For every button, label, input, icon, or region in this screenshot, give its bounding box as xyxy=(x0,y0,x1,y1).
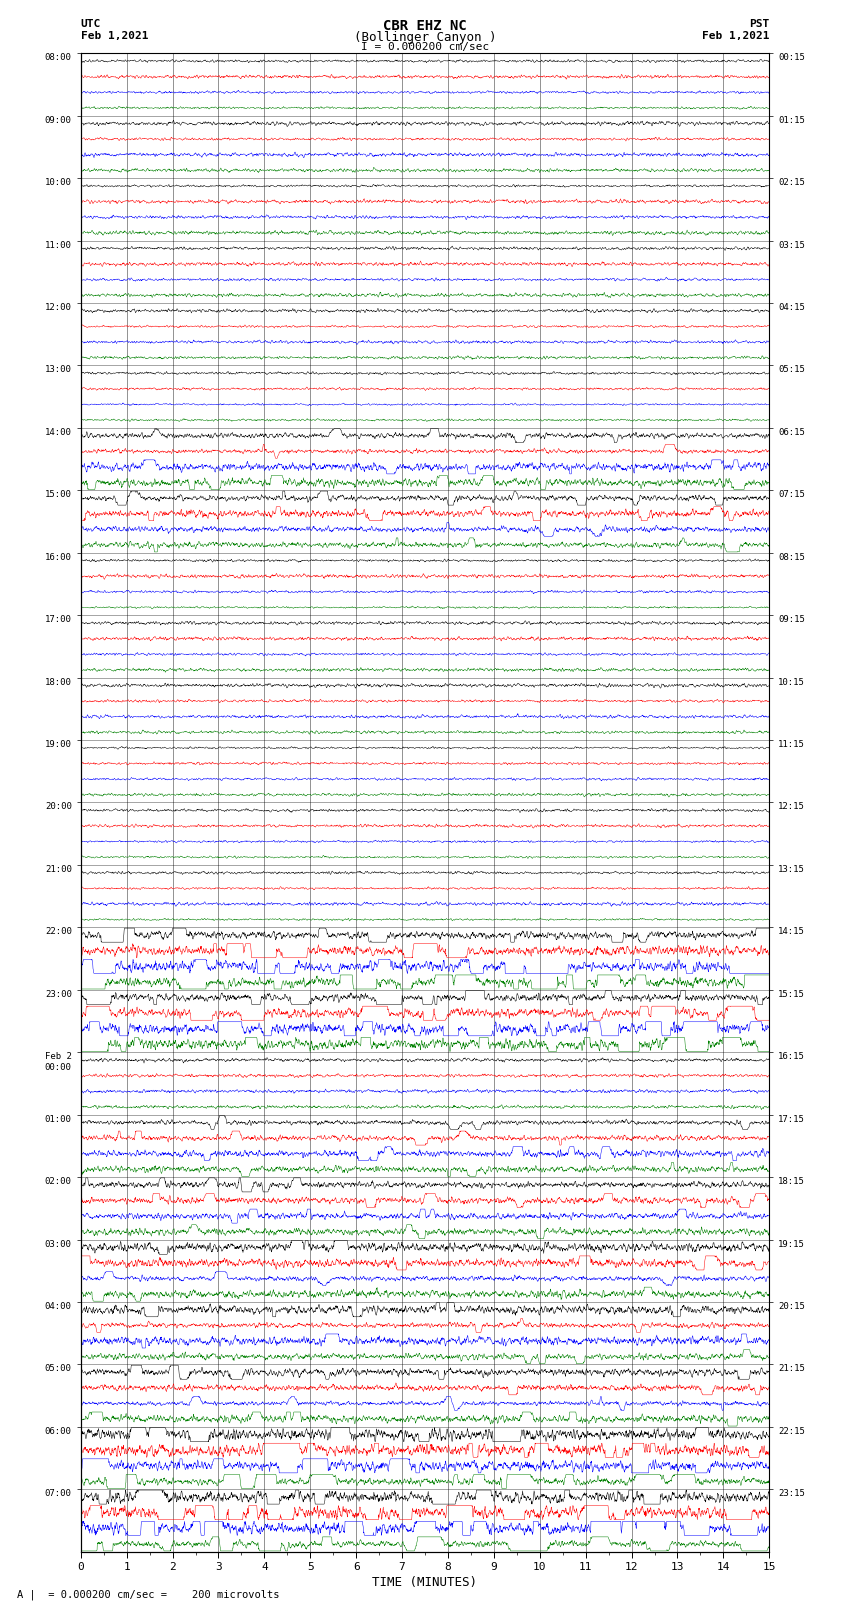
Text: UTC: UTC xyxy=(81,19,101,29)
Text: (Bollinger Canyon ): (Bollinger Canyon ) xyxy=(354,31,496,44)
Text: Feb 1,2021: Feb 1,2021 xyxy=(702,31,769,40)
Text: I = 0.000200 cm/sec: I = 0.000200 cm/sec xyxy=(361,42,489,52)
Text: PST: PST xyxy=(749,19,769,29)
Text: Feb 1,2021: Feb 1,2021 xyxy=(81,31,148,40)
Text: CBR EHZ NC: CBR EHZ NC xyxy=(383,19,467,34)
Text: A |  = 0.000200 cm/sec =    200 microvolts: A | = 0.000200 cm/sec = 200 microvolts xyxy=(17,1589,280,1600)
X-axis label: TIME (MINUTES): TIME (MINUTES) xyxy=(372,1576,478,1589)
